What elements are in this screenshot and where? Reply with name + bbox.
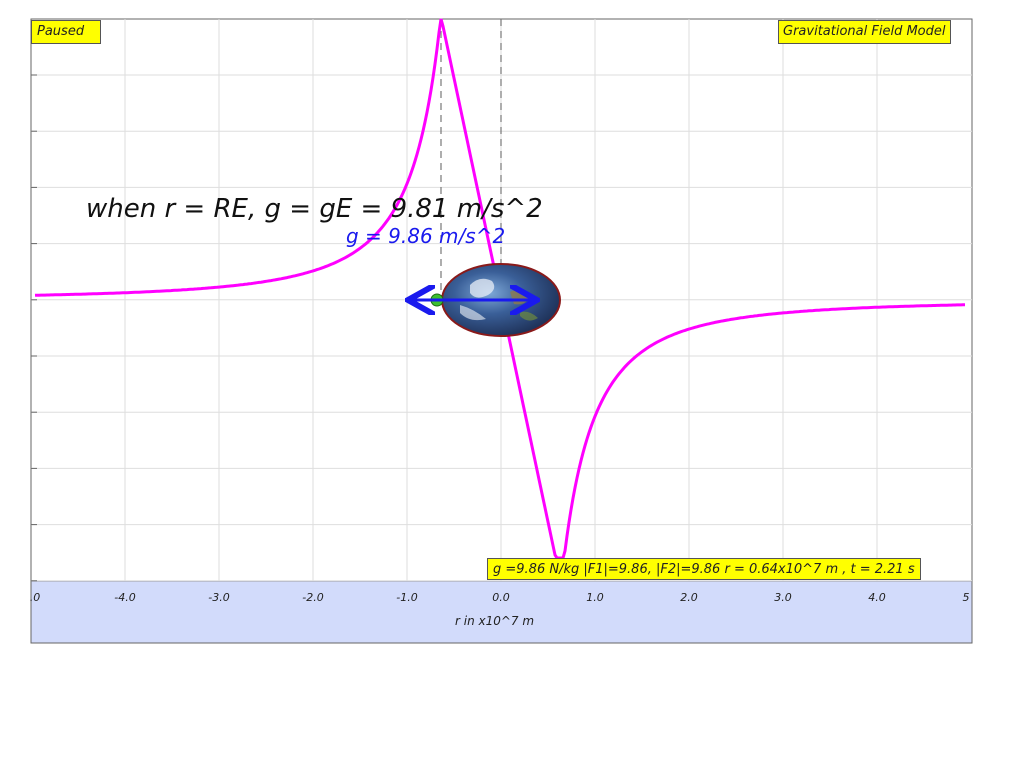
axis-panel <box>30 580 973 644</box>
x-tick-label: 3.0 <box>774 591 792 604</box>
readout-bar: g =9.86 N/kg |F1|=9.86, |F2|=9.86 r = 0.… <box>487 558 921 580</box>
x-tick-label: -3.0 <box>208 591 230 604</box>
x-tick-label: -2.0 <box>302 591 324 604</box>
model-title: Gravitational Field Model <box>778 20 952 44</box>
x-tick-label: -4.0 <box>114 591 136 604</box>
x-tick-label: 2.0 <box>680 591 698 604</box>
main-annotation: when r = RE, g = gE = 9.81 m/s^2 <box>86 194 543 224</box>
status-label[interactable]: Paused <box>31 20 101 44</box>
x-axis-label: r in x10^7 m <box>455 614 535 628</box>
grid-lines <box>31 19 972 582</box>
g-value-label: g = 9.86 m/s^2 <box>346 224 506 248</box>
x-tick-label: 0.0 <box>492 591 510 604</box>
x-tick-label: -1.0 <box>396 591 418 604</box>
x-tick-label: 1.0 <box>586 591 604 604</box>
x-tick-label: 5 <box>962 591 970 604</box>
x-tick-label: 4.0 <box>868 591 886 604</box>
x-tick-label: .0 <box>29 591 41 604</box>
